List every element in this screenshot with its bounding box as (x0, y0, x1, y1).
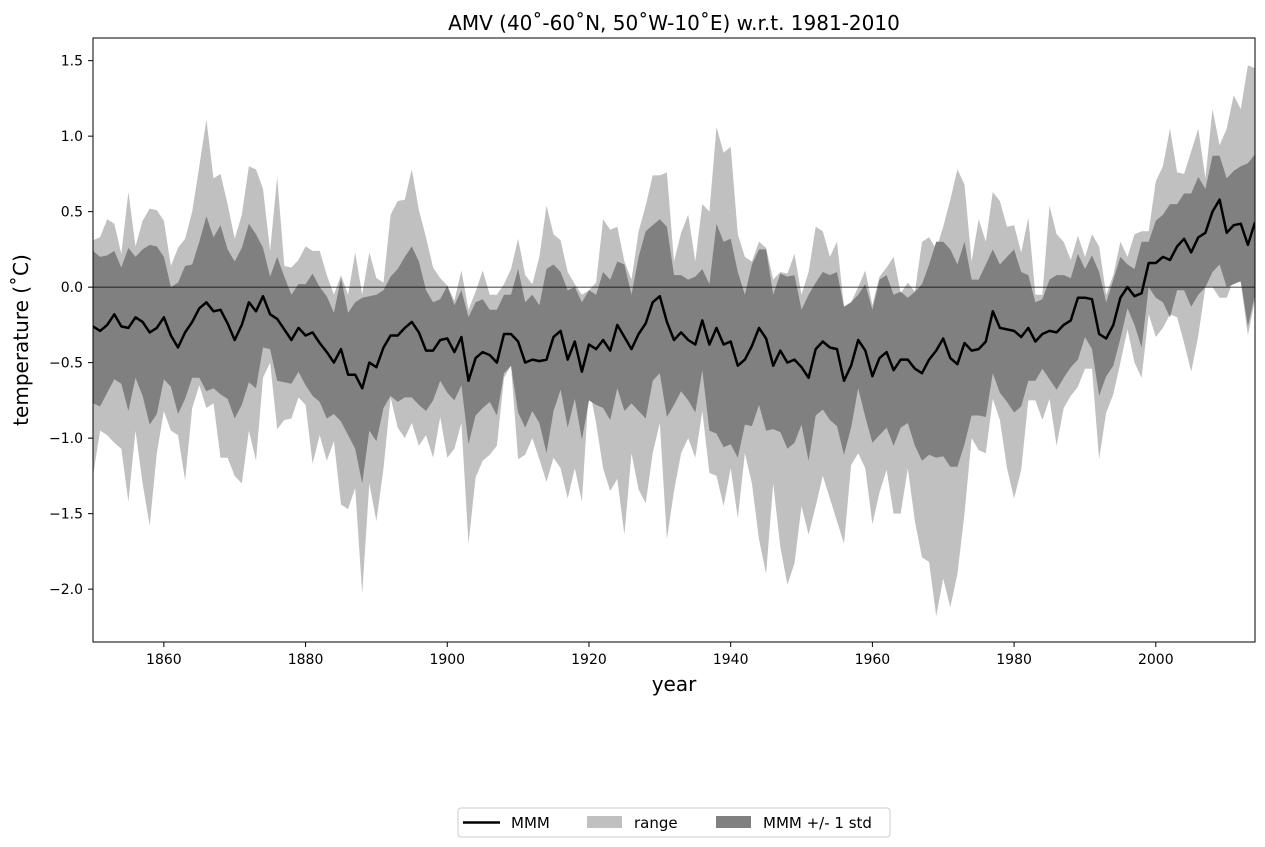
y-tick-label: −1.0 (49, 431, 83, 447)
x-tick-label: 1860 (146, 652, 182, 668)
y-tick-label: 1.5 (61, 54, 83, 70)
y-tick-label: 0.0 (61, 280, 83, 296)
x-tick-label: 1900 (429, 652, 465, 668)
mmm-line (93, 198, 1255, 390)
y-tick-label: −1.5 (49, 507, 83, 523)
x-tick-label: 1980 (996, 652, 1032, 668)
y-axis-label: temperature (˚C) (9, 254, 33, 426)
plot-frame (92, 37, 1256, 643)
y-tick-label: 1.0 (61, 129, 83, 145)
y-tick-label: −2.0 (49, 582, 83, 598)
x-axis: 1860 1880 1900 1920 1940 1960 1980 2000 (146, 642, 1174, 668)
x-tick-label: 2000 (1138, 652, 1174, 668)
legend-range-label: range (634, 814, 678, 832)
x-tick-label: 1960 (855, 652, 891, 668)
legend-std-swatch (716, 816, 751, 828)
x-axis-label: year (652, 672, 697, 696)
x-tick-label: 1920 (571, 652, 607, 668)
y-tick-label: −0.5 (49, 356, 83, 372)
legend-mmm-label: MMM (511, 814, 550, 832)
chart-title: AMV (40˚-60˚N, 50˚W-10˚E) w.r.t. 1981-20… (448, 11, 900, 35)
std-band (93, 154, 1255, 484)
legend-range-swatch (587, 816, 622, 828)
x-tick-label: 1940 (713, 652, 749, 668)
legend: MMM range MMM +/- 1 std (457, 807, 891, 838)
plot-area (93, 65, 1255, 617)
x-tick-label: 1880 (288, 652, 324, 668)
legend-frame (457, 807, 891, 838)
y-axis: −2.0 −1.5 −1.0 −0.5 0.0 0.5 1.0 1.5 (49, 54, 93, 598)
legend-std-label: MMM +/- 1 std (763, 814, 872, 832)
y-tick-label: 0.5 (61, 205, 83, 221)
